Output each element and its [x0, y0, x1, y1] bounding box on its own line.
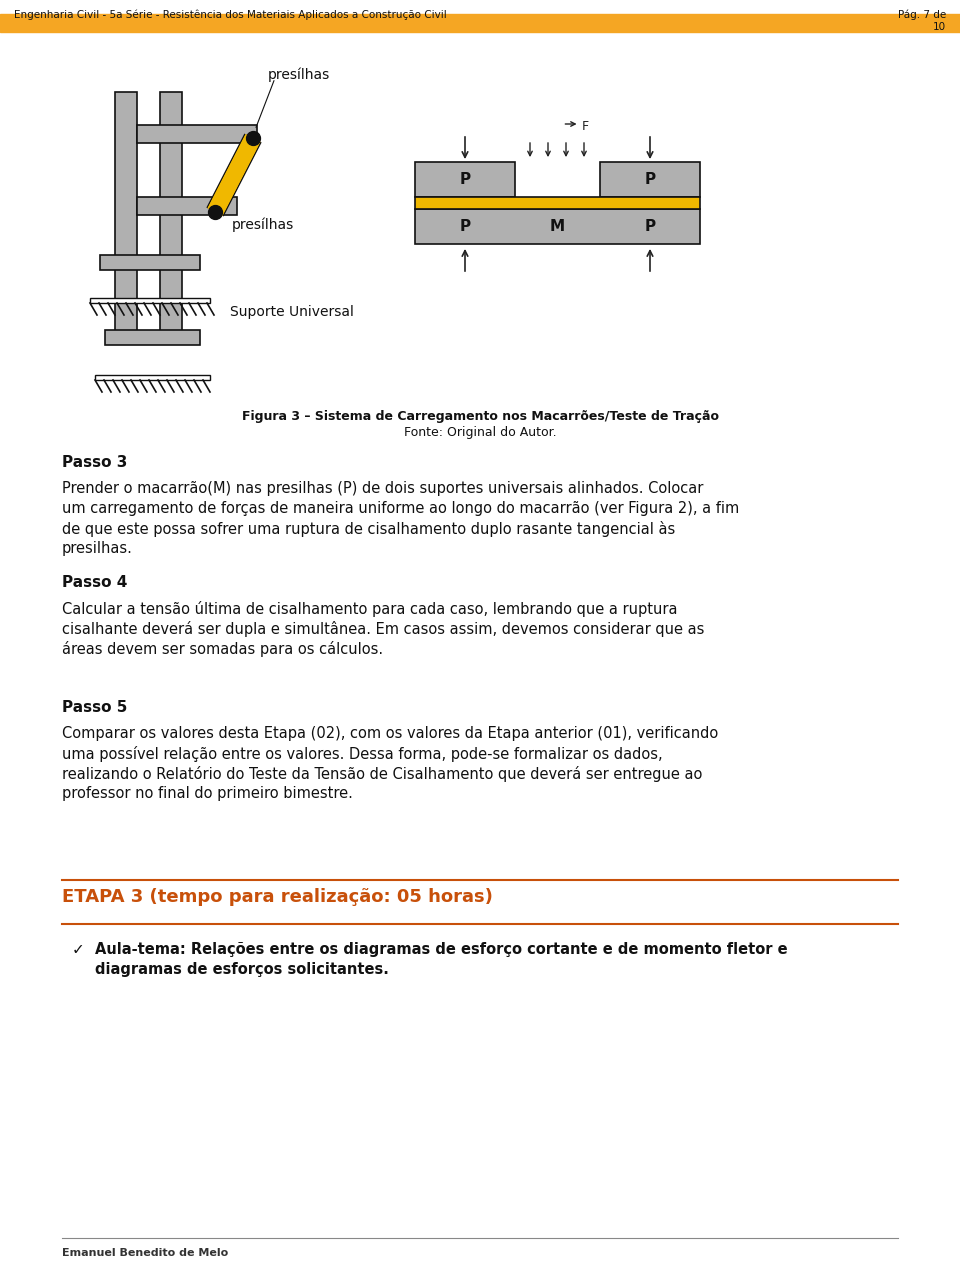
- Text: Passo 3: Passo 3: [62, 455, 128, 469]
- Bar: [160, 92, 182, 340]
- Bar: [95, 375, 210, 380]
- Text: Fonte: Original do Autor.: Fonte: Original do Autor.: [404, 426, 556, 439]
- Text: P: P: [644, 172, 656, 187]
- Text: realizando o Relatório do Teste da Tensão de Cisalhamento que deverá ser entregu: realizando o Relatório do Teste da Tensã…: [62, 766, 703, 782]
- Text: presílhas: presílhas: [232, 218, 295, 233]
- Bar: [600, 162, 700, 197]
- Text: uma possível relação entre os valores. Dessa forma, pode-se formalizar os dados,: uma possível relação entre os valores. D…: [62, 745, 662, 762]
- Bar: [115, 92, 137, 340]
- Text: diagramas de esforços solicitantes.: diagramas de esforços solicitantes.: [95, 962, 389, 977]
- Bar: [90, 298, 210, 303]
- Text: ✓: ✓: [72, 943, 84, 957]
- Bar: [137, 197, 237, 215]
- Text: Engenharia Civil - 5a Série - Resistência dos Materiais Aplicados a Construção C: Engenharia Civil - 5a Série - Resistênci…: [14, 10, 446, 20]
- Text: Figura 3 – Sistema de Carregamento nos Macarrões/Teste de Tração: Figura 3 – Sistema de Carregamento nos M…: [242, 410, 718, 424]
- Text: professor no final do primeiro bimestre.: professor no final do primeiro bimestre.: [62, 786, 353, 801]
- Bar: [415, 162, 515, 197]
- Bar: [105, 329, 200, 345]
- Text: Passo 5: Passo 5: [62, 700, 128, 715]
- Text: áreas devem ser somadas para os cálculos.: áreas devem ser somadas para os cálculos…: [62, 641, 383, 658]
- Text: presílhas: presílhas: [268, 67, 330, 83]
- Text: P: P: [460, 219, 470, 234]
- Text: P: P: [644, 219, 656, 234]
- Text: cisalhante deverá ser dupla e simultânea. Em casos assim, devemos considerar que: cisalhante deverá ser dupla e simultânea…: [62, 621, 705, 637]
- Text: Emanuel Benedito de Melo: Emanuel Benedito de Melo: [62, 1248, 228, 1258]
- Text: F: F: [582, 120, 588, 134]
- Text: de que este possa sofrer uma ruptura de cisalhamento duplo rasante tangencial às: de que este possa sofrer uma ruptura de …: [62, 522, 675, 537]
- Bar: [0, 14, 960, 32]
- Text: presilhas.: presilhas.: [62, 541, 132, 556]
- Text: Suporte Universal: Suporte Universal: [230, 305, 354, 319]
- Text: um carregamento de forças de maneira uniforme ao longo do macarrão (ver Figura 2: um carregamento de forças de maneira uni…: [62, 501, 739, 516]
- Text: Passo 4: Passo 4: [62, 575, 128, 590]
- Text: Calcular a tensão última de cisalhamento para cada caso, lembrando que a ruptura: Calcular a tensão última de cisalhamento…: [62, 600, 678, 617]
- Bar: [415, 209, 700, 244]
- Bar: [415, 197, 700, 209]
- Text: P: P: [460, 172, 470, 187]
- Text: Prender o macarrão(M) nas presilhas (P) de dois suportes universais alinhados. C: Prender o macarrão(M) nas presilhas (P) …: [62, 481, 704, 496]
- Text: Aula-tema: Relações entre os diagramas de esforço cortante e de momento fletor e: Aula-tema: Relações entre os diagramas d…: [95, 943, 787, 957]
- Text: Pág. 7 de: Pág. 7 de: [898, 10, 946, 20]
- Bar: [137, 125, 257, 142]
- Text: M: M: [550, 219, 565, 234]
- Text: 10: 10: [933, 22, 946, 32]
- Text: Comparar os valores desta Etapa (02), com os valores da Etapa anterior (01), ver: Comparar os valores desta Etapa (02), co…: [62, 726, 718, 742]
- Bar: [100, 254, 200, 270]
- Text: ETAPA 3 (tempo para realização: 05 horas): ETAPA 3 (tempo para realização: 05 horas…: [62, 888, 492, 906]
